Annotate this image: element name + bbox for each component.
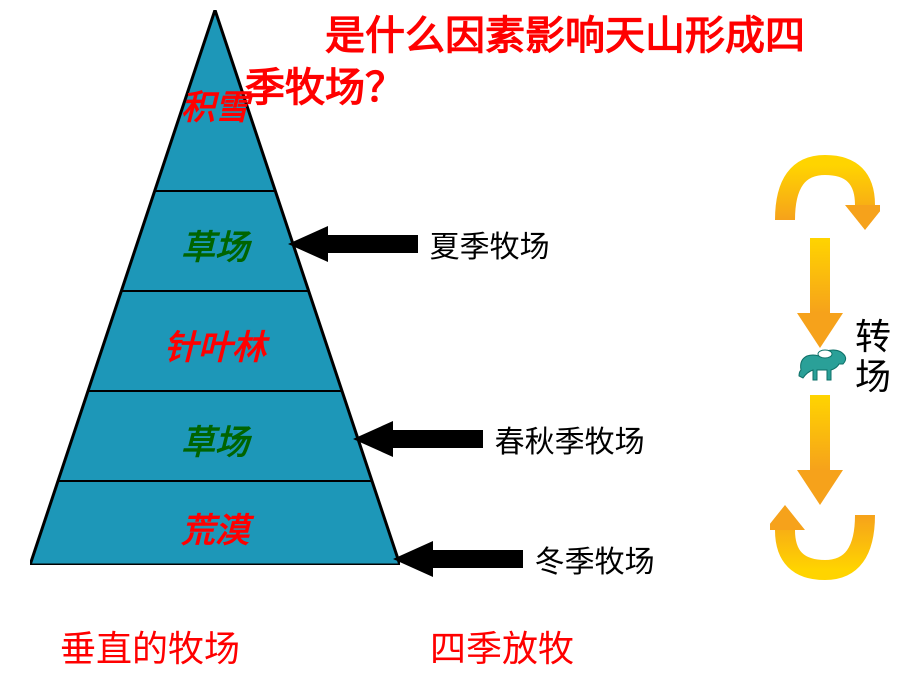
season-label: 夏季牧场 <box>430 222 550 266</box>
pyramid-level-label: 草场 <box>115 415 315 464</box>
pyramid-level-label: 草场 <box>115 220 315 269</box>
caption-seasonal-grazing: 四季放牧 <box>430 620 574 672</box>
pyramid-level-label: 针叶林 <box>115 320 315 369</box>
cycle-curve-top-icon <box>770 150 880 230</box>
arrow-left-icon <box>288 226 418 262</box>
pyramid-level-label: 荒漠 <box>115 503 315 552</box>
rotation-label: 转场 <box>855 318 895 397</box>
level-divider <box>155 190 275 192</box>
level-divider <box>88 390 341 392</box>
season-label: 春秋季牧场 <box>495 417 645 461</box>
season-label: 冬季牧场 <box>535 537 655 581</box>
pyramid: 积雪 草场 针叶林 草场 荒漠 <box>30 10 400 565</box>
caption-vertical-pasture: 垂直的牧场 <box>60 620 240 672</box>
arrow-left-icon <box>353 421 483 457</box>
level-divider <box>58 480 371 482</box>
season-row-spring-autumn: 春秋季牧场 <box>353 417 645 461</box>
cycle-arrow-down-icon <box>797 238 843 348</box>
cycle-curve-bottom-icon <box>770 505 880 585</box>
season-row-winter: 冬季牧场 <box>393 537 655 581</box>
horse-icon <box>795 340 851 386</box>
arrow-left-icon <box>393 541 523 577</box>
cycle-arrow-down-icon <box>797 395 843 505</box>
level-divider <box>122 290 309 292</box>
pyramid-level-label: 积雪 <box>115 80 315 129</box>
season-row-summer: 夏季牧场 <box>288 222 550 266</box>
